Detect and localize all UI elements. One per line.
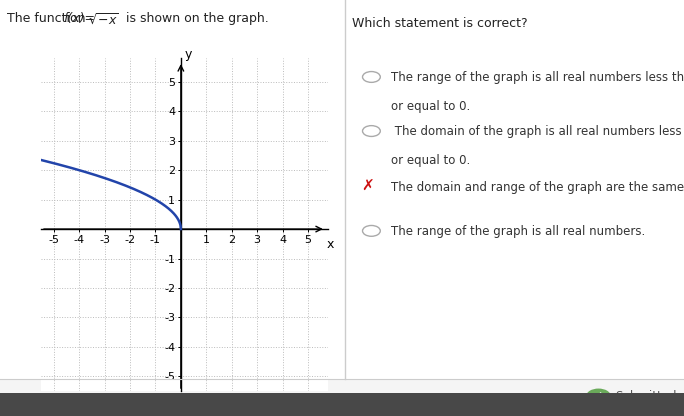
Text: The domain of the graph is all real numbers less than: The domain of the graph is all real numb… <box>391 125 684 138</box>
Text: The domain and range of the graph are the same.: The domain and range of the graph are th… <box>391 181 684 194</box>
Text: $\sqrt{-x}$: $\sqrt{-x}$ <box>88 12 118 27</box>
Text: or equal to 0.: or equal to 0. <box>391 100 470 113</box>
Text: x: x <box>327 238 334 251</box>
Text: or equal to 0.: or equal to 0. <box>391 154 470 167</box>
Text: Submitted: Submitted <box>616 389 677 403</box>
Text: The range of the graph is all real numbers.: The range of the graph is all real numbe… <box>391 225 645 238</box>
Text: f(x)=: f(x)= <box>63 12 95 25</box>
Text: Which statement is correct?: Which statement is correct? <box>352 17 528 30</box>
Text: ✓: ✓ <box>594 391 603 401</box>
Text: The function: The function <box>7 12 90 25</box>
Text: ✗: ✗ <box>361 179 374 194</box>
Text: y: y <box>185 48 192 61</box>
Text: is shown on the graph.: is shown on the graph. <box>122 12 269 25</box>
Text: The range of the graph is all real numbers less than: The range of the graph is all real numbe… <box>391 71 684 84</box>
